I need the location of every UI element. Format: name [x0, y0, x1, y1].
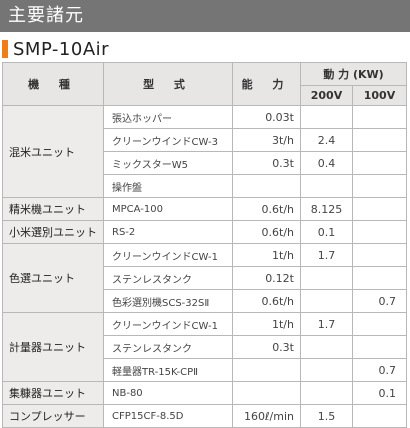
power-200v-cell	[300, 381, 353, 405]
model-cell: ミックスターW5	[103, 151, 233, 175]
accent-marker	[2, 40, 8, 58]
machine-name: コンプレッサー	[2, 404, 104, 428]
table-row: 軽量器TR-15K-CPⅡ 0.7	[3, 358, 407, 382]
power-100v-cell: 0.1	[352, 381, 407, 405]
power-200v-cell: 8.125	[300, 197, 353, 221]
power-100v-cell	[352, 174, 407, 198]
header-model: 型 式	[103, 62, 233, 106]
machine-name: 混米ユニット	[2, 105, 104, 198]
power-100v-cell	[352, 243, 407, 267]
model-cell: NB-80	[103, 381, 233, 405]
table-row: 色選ユニット クリーンウインドCW-1 1t/h 1.7	[2, 243, 407, 313]
model-cell: ステンレスタンク	[103, 266, 233, 290]
capacity-cell: 1t/h	[232, 312, 301, 336]
model-cell: クリーンウインドCW-1	[103, 312, 233, 336]
model-cell: MPCA-100	[103, 197, 233, 221]
power-200v-cell	[300, 266, 353, 290]
power-100v-cell	[352, 151, 407, 175]
header-100v: 100V	[352, 85, 407, 106]
capacity-cell: 0.12t	[232, 266, 301, 290]
table-row: 集糠器ユニット NB-80 0.1	[2, 381, 407, 405]
model-cell: 軽量器TR-15K-CPⅡ	[103, 358, 233, 382]
machine-name: 小米選別ユニット	[2, 220, 104, 244]
power-200v-cell: 1.7	[300, 312, 353, 336]
table-row: ステンレスタンク 0.3t	[3, 335, 407, 359]
table-row: 混米ユニット 張込ホッパー 0.03t	[2, 105, 407, 198]
power-200v-cell: 1.7	[300, 243, 353, 267]
model-cell: RS-2	[103, 220, 233, 244]
machine-name: 計量器ユニット	[2, 312, 104, 382]
power-200v-cell	[300, 289, 353, 313]
model-cell: クリーンウインドCW-1	[103, 243, 233, 267]
capacity-cell: 0.6t/h	[232, 289, 301, 313]
table-row: 小米選別ユニット RS-2 0.6t/h 0.1	[2, 220, 407, 244]
capacity-cell: 0.6t/h	[232, 220, 301, 244]
model-cell: クリーンウインドCW-3	[103, 128, 233, 152]
power-100v-cell	[352, 404, 407, 428]
power-100v-cell	[352, 220, 407, 244]
header-capacity: 能 力	[232, 62, 301, 106]
capacity-cell: 0.3t	[232, 335, 301, 359]
machine-name: 色選ユニット	[2, 243, 104, 313]
model-cell: 操作盤	[103, 174, 233, 198]
capacity-cell: 1t/h	[232, 243, 301, 267]
model-title: SMP-10Air	[13, 38, 110, 60]
table-row: 操作盤	[3, 174, 407, 198]
capacity-cell: 160ℓ/min	[232, 404, 301, 428]
power-100v-cell: 0.7	[352, 358, 407, 382]
capacity-cell: 0.6t/h	[232, 197, 301, 221]
power-100v-cell	[352, 335, 407, 359]
header-machine: 機 種	[2, 62, 104, 106]
capacity-cell	[232, 358, 301, 382]
table-row: コンプレッサー CFP15CF-8.5D 160ℓ/min 1.5	[2, 404, 407, 428]
power-200v-cell: 1.5	[300, 404, 353, 428]
table-row: ステンレスタンク 0.12t	[3, 266, 407, 290]
model-cell: CFP15CF-8.5D	[103, 404, 233, 428]
capacity-cell: 0.03t	[232, 105, 301, 129]
power-200v-cell: 2.4	[300, 128, 353, 152]
header-200v: 200V	[300, 85, 353, 106]
power-200v-cell	[300, 105, 353, 129]
model-heading: SMP-10Air	[0, 38, 109, 60]
model-cell: ステンレスタンク	[103, 335, 233, 359]
section-title: 主要諸元	[0, 0, 410, 32]
power-100v-cell	[352, 312, 407, 336]
machine-name: 精米機ユニット	[2, 197, 104, 221]
power-100v-cell	[352, 128, 407, 152]
machine-name: 集糠器ユニット	[2, 381, 104, 405]
capacity-cell: 3t/h	[232, 128, 301, 152]
power-100v-cell	[352, 105, 407, 129]
spec-table-body: 混米ユニット 張込ホッパー 0.03t クリーンウインドCW-3 3t/h 2.4 ミックス…	[2, 105, 407, 428]
power-200v-cell: 0.4	[300, 151, 353, 175]
capacity-cell	[232, 174, 301, 198]
power-200v-cell	[300, 358, 353, 382]
model-cell: 張込ホッパー	[103, 105, 233, 129]
header-power: 動 力 (KW)	[300, 62, 407, 86]
capacity-cell: 0.3t	[232, 151, 301, 175]
table-row: 精米機ユニット MPCA-100 0.6t/h 8.125	[2, 197, 407, 221]
spec-table: 機 種 型 式 能 力 動 力 (KW) 200V 100V 混米ユニット 張込ホ…	[2, 62, 407, 428]
capacity-cell	[232, 381, 301, 405]
table-row: 計量器ユニット クリーンウインドCW-1 1t/h 1.7	[2, 312, 407, 382]
power-100v-cell	[352, 266, 407, 290]
power-100v-cell	[352, 197, 407, 221]
power-200v-cell: 0.1	[300, 220, 353, 244]
power-200v-cell	[300, 174, 353, 198]
power-100v-cell: 0.7	[352, 289, 407, 313]
power-200v-cell	[300, 335, 353, 359]
model-cell: 色彩選別機SCS-32SⅡ	[103, 289, 233, 313]
